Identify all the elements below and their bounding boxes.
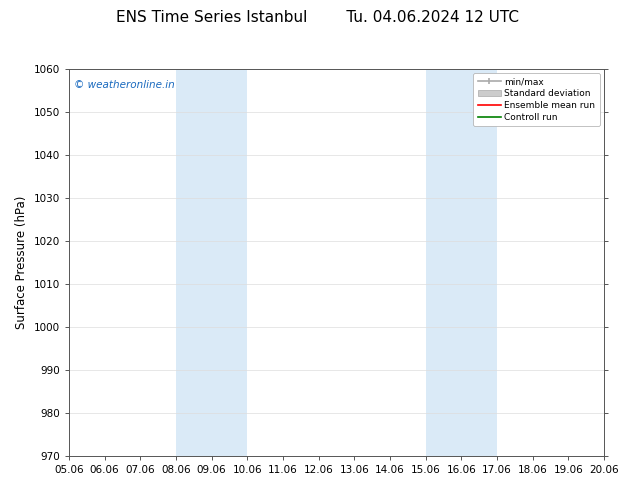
Text: © weatheronline.in: © weatheronline.in xyxy=(74,80,175,90)
Bar xyxy=(426,69,497,456)
Legend: min/max, Standard deviation, Ensemble mean run, Controll run: min/max, Standard deviation, Ensemble me… xyxy=(474,73,600,126)
Text: ENS Time Series Istanbul        Tu. 04.06.2024 12 UTC: ENS Time Series Istanbul Tu. 04.06.2024 … xyxy=(115,10,519,25)
Y-axis label: Surface Pressure (hPa): Surface Pressure (hPa) xyxy=(15,196,28,329)
Bar xyxy=(176,69,247,456)
